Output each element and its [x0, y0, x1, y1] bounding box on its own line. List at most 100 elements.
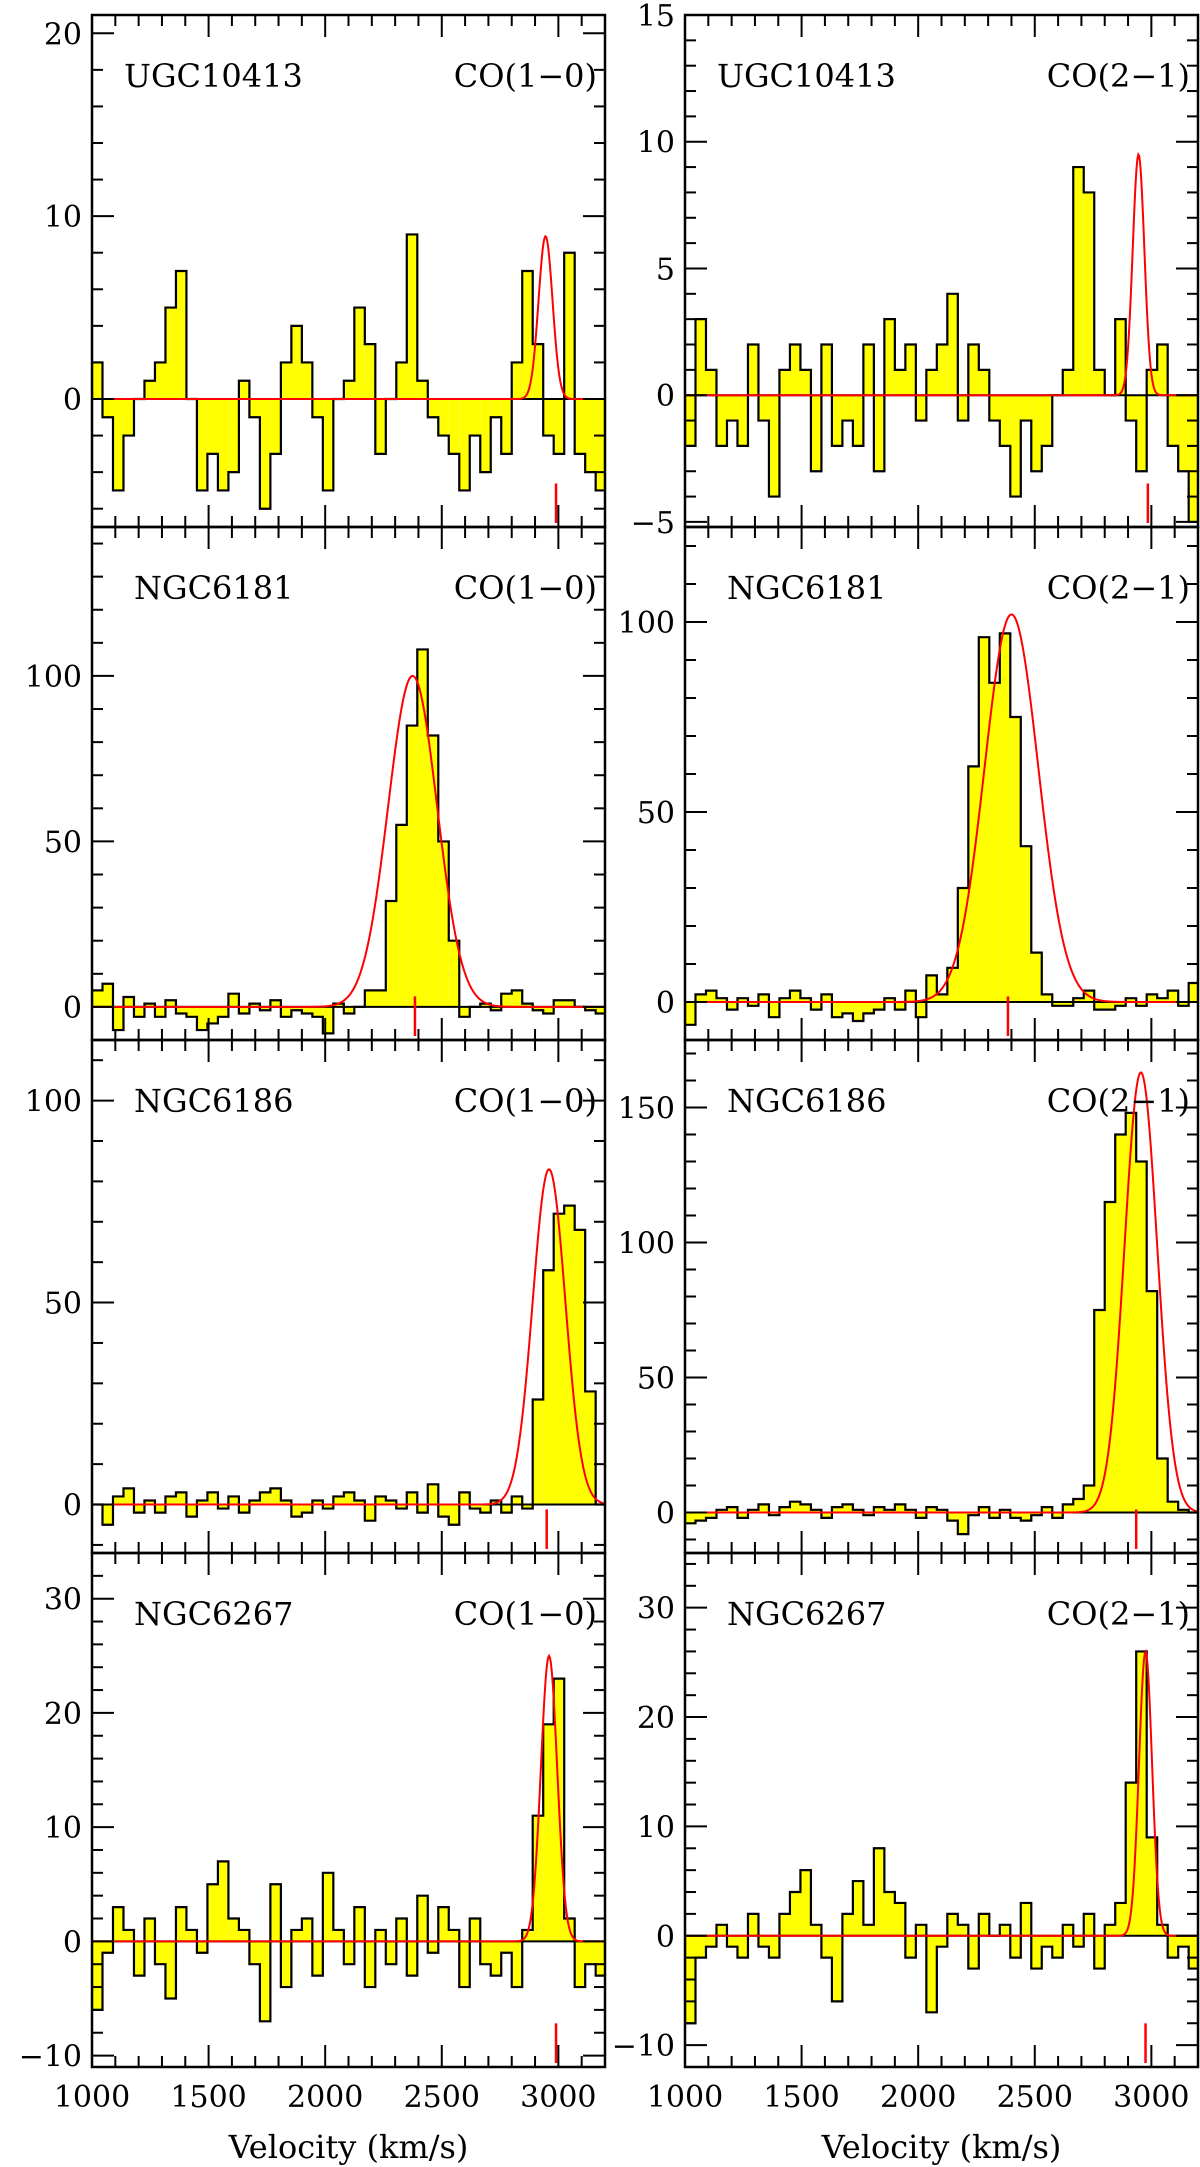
spectrum-bar — [810, 1509, 822, 1513]
spectrum-bar — [133, 1006, 145, 1017]
x-tick-label: 1500 — [763, 2080, 839, 2115]
spectrum-bar — [1157, 344, 1168, 396]
spectrum-bar — [705, 1935, 717, 1947]
spectrum-bar — [1010, 717, 1021, 1002]
spectrum-bar — [280, 362, 292, 399]
spectrum-bar — [821, 994, 832, 1002]
spectrum-bar — [417, 1504, 428, 1513]
spectrum-bar — [1010, 1512, 1021, 1518]
spectrum-bar — [915, 1512, 927, 1518]
spectrum-bar — [947, 1913, 958, 1936]
spectrum-bar — [259, 399, 271, 509]
spectrum-bar — [1031, 1935, 1042, 1969]
spectrum-bar — [989, 1512, 1000, 1518]
spectrum-bar — [291, 1504, 302, 1517]
spectrum-bar — [915, 395, 927, 421]
spectrum-bar — [1020, 395, 1032, 421]
spectrum-bar — [747, 1002, 759, 1006]
spectrum-bar — [322, 399, 334, 491]
spectrum-bar — [480, 1003, 491, 1007]
spectrum-bar — [511, 990, 523, 1007]
spectrum-bar — [333, 1929, 344, 1942]
spectrum-bar — [585, 1006, 596, 1011]
spectrum-bar — [427, 1941, 439, 1953]
spectrum-bar — [1083, 1913, 1095, 1936]
y-tick-label: 50 — [637, 1362, 675, 1397]
spectrum-bar — [564, 252, 575, 399]
spectrum-bar — [1125, 395, 1137, 421]
spectrum-bar — [779, 998, 790, 1002]
spectrum-bar — [165, 307, 176, 399]
y-tick-label: 100 — [618, 606, 675, 641]
spectrum-bar — [154, 1504, 166, 1513]
spectrum-bar — [1167, 1935, 1179, 1958]
spectrum-bar — [873, 1848, 885, 1936]
spectrum-bar — [207, 1492, 218, 1505]
spectrum-bar — [291, 325, 302, 399]
transition-label: CO(1−0) — [454, 569, 597, 607]
spectrum-bar — [758, 994, 769, 1002]
spectrum-bar — [144, 380, 155, 399]
spectrum-bar — [322, 1872, 334, 1942]
spectrum-bar — [789, 1892, 801, 1936]
spectrum-bar — [564, 1000, 575, 1007]
spectrum-bar — [543, 1724, 554, 1942]
spectrum-bar — [375, 399, 386, 454]
spectrum-bar — [186, 1929, 197, 1942]
spectrum-bar — [427, 399, 439, 418]
spectrum-bar — [1052, 1512, 1063, 1518]
spectrum-bar — [999, 1924, 1011, 1936]
spectrum-bar — [800, 1870, 811, 1936]
spectrum-bar — [375, 990, 386, 1007]
spectrum-bar — [490, 399, 502, 418]
spectrum-bar — [926, 1935, 937, 2013]
spectrum-bar — [154, 1006, 166, 1017]
spectrum-bar — [490, 1006, 502, 1011]
spectrum-bar — [831, 1002, 843, 1018]
y-tick-label: 0 — [656, 1497, 675, 1532]
gaussian-fit — [92, 674, 605, 1008]
spectrum-bar — [831, 395, 843, 446]
spectrum-bar — [92, 990, 103, 1007]
spectrum-bar — [165, 1941, 176, 1999]
spectrum-bar — [543, 399, 554, 436]
spectrum-bar — [1073, 1935, 1084, 1947]
spectrum-bar — [1167, 990, 1179, 1002]
spectrum-bar — [574, 1229, 586, 1505]
spectrum-bar — [333, 1003, 344, 1007]
spectrum-bar — [716, 998, 727, 1002]
spectrum-bar — [438, 1504, 449, 1517]
plot-area — [685, 1649, 1198, 2063]
spectrum-bar — [501, 1504, 512, 1513]
spectrum-bar — [480, 399, 491, 473]
y-tick-label: 100 — [618, 1227, 675, 1262]
spectrum-bar — [259, 1006, 271, 1011]
spectrum-bar — [800, 998, 811, 1002]
spectrum-bar — [1104, 1002, 1116, 1010]
spectrum-bar — [1020, 1902, 1032, 1936]
spectrum-bar — [758, 1935, 769, 1947]
spectrum-bar — [354, 1500, 365, 1505]
spectrum-bar — [228, 399, 239, 473]
spectrum-bar — [396, 1504, 407, 1509]
spectrum-bar — [259, 1941, 271, 2022]
spectrum-bar — [884, 1509, 895, 1513]
spectrum-bar — [779, 1507, 790, 1513]
y-tick-label: 5 — [656, 252, 675, 287]
panel-ugc10413-co21: −5 0 5 10 15 UGC10413 CO(2−1) — [631, 0, 1200, 541]
x-tick-label: 1500 — [170, 2080, 246, 2115]
spectrum-bar — [459, 399, 470, 491]
spectrum-bar — [905, 1509, 916, 1513]
spectrum-bar — [238, 1929, 250, 1942]
x-tick-label: 2000 — [880, 2080, 956, 2115]
spectrum-bar — [270, 1884, 281, 1942]
transition-label: CO(2−1) — [1047, 1082, 1190, 1120]
spectrum-bar — [873, 1507, 885, 1513]
spectrum-bar — [459, 1006, 470, 1017]
spectrum-bar — [1136, 1651, 1147, 1936]
spectrum-bar — [154, 1941, 166, 1965]
spectrum-bar — [758, 1504, 769, 1513]
spectrum-bar — [207, 399, 218, 454]
spectrum-bar — [175, 1907, 187, 1942]
spectrum-bar — [249, 1941, 260, 1965]
